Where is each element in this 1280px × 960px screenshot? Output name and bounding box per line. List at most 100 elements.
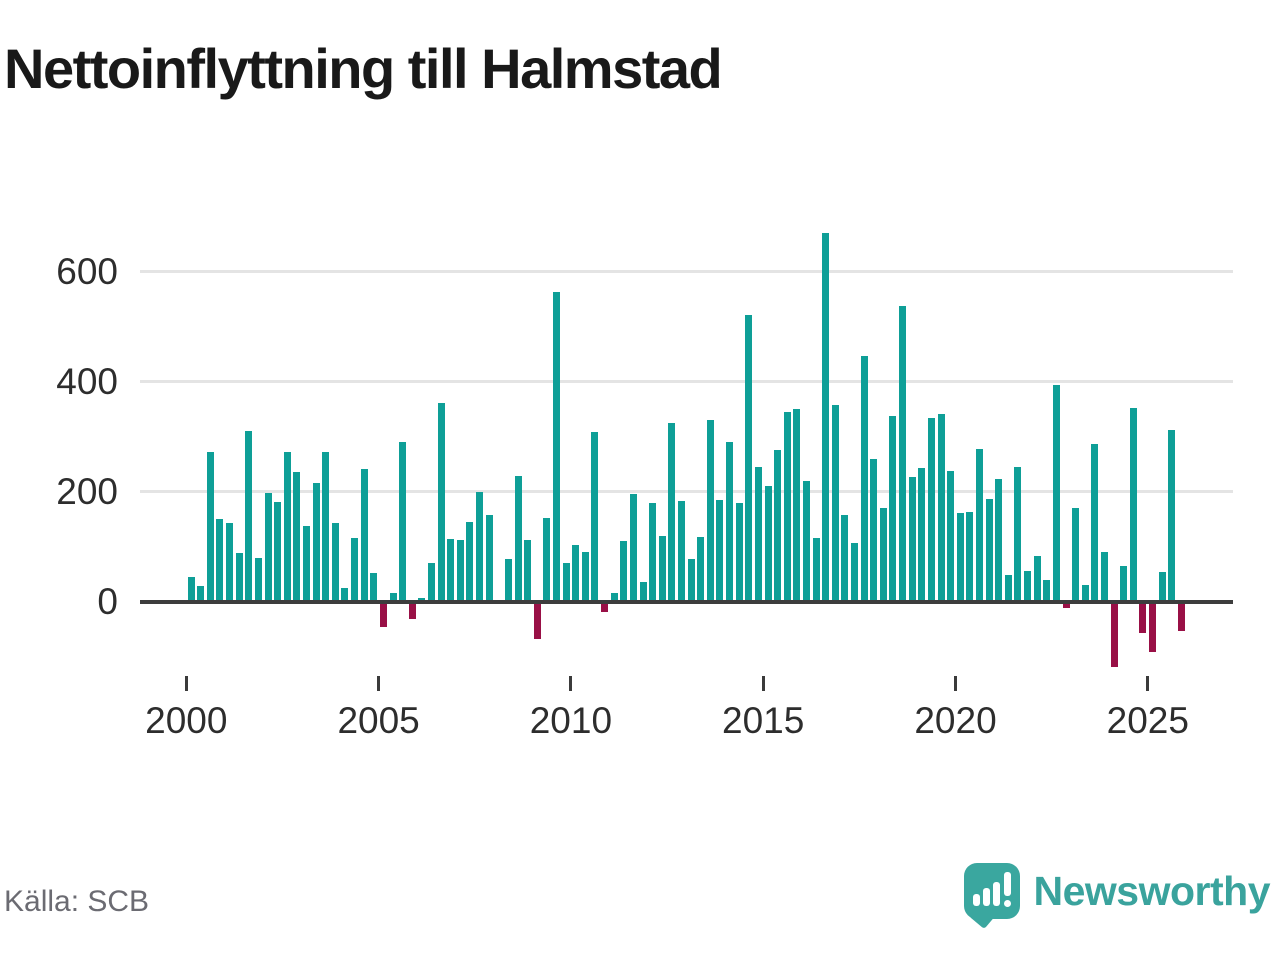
x-tick-label: 2015 [722,700,805,741]
bar [572,544,580,602]
bar [543,517,551,602]
bar [524,539,532,602]
x-tick-mark [761,676,765,691]
bar [283,451,291,602]
bar [831,404,839,602]
x-tick-mark [184,676,188,691]
bar [437,403,445,602]
bar [1081,585,1089,602]
bar [1158,571,1166,602]
bar [956,513,964,602]
x-tick-label: 2020 [914,700,997,741]
bar [370,573,378,602]
logo-exclamation-dot-icon [1003,900,1011,907]
bar [783,412,791,602]
bar [466,521,474,602]
bar [726,442,734,602]
y-tick-label: 0 [97,581,118,622]
bar [1014,466,1022,602]
y-tick-label: 200 [56,470,118,512]
bar [552,291,560,602]
bar [937,414,945,602]
bar [985,498,993,602]
bar [312,482,320,602]
gridline [140,380,1233,384]
bar [976,448,984,602]
bar [1072,508,1080,602]
bar [254,557,262,602]
logo-chart-bar-icon [972,894,980,906]
bar [995,478,1003,602]
bar [966,512,974,602]
bar [504,559,512,602]
logo-exclamation-icon [1003,872,1011,896]
bar [562,562,570,602]
bar [1091,444,1099,602]
bar [610,592,618,602]
bar [870,458,878,602]
bar [1062,602,1070,608]
bar [860,355,868,602]
source-note: Källa: SCB [4,885,150,918]
bar [293,471,301,602]
bar [360,468,368,602]
bar [1120,565,1128,602]
bar [1043,579,1051,602]
chart-title: Nettoinflyttning till Halmstad [4,37,723,100]
bar [889,416,897,602]
bar [918,467,926,602]
bar [668,423,676,602]
bar [754,466,762,602]
bar [879,508,887,602]
bar [485,515,493,602]
bar [264,493,272,602]
bar [581,552,589,602]
bar [649,502,657,602]
bar [591,432,599,602]
x-tick-label: 2000 [145,700,228,741]
bar [197,586,205,602]
bar [802,480,810,602]
plot-area: 0 200 400 600 2000 2005 2010 2015 2020 2025 [56,233,1233,741]
bar [601,602,609,613]
bar [476,492,484,602]
bar [1177,602,1185,631]
bar [1139,602,1147,634]
bar [745,314,753,602]
bar [274,501,282,602]
bar [1052,384,1060,602]
bar [1024,570,1032,602]
bar [851,543,859,602]
x-tick-mark [569,676,573,691]
bar [533,602,541,640]
x-tick-label: 2005 [337,700,420,741]
bar [1149,602,1157,652]
gridline [140,490,1233,494]
bar [1129,408,1137,602]
bar [427,563,435,602]
bar [841,515,849,602]
logo-chart-bar-icon [992,882,1000,906]
bar [735,502,743,602]
bar [899,306,907,602]
bar [389,592,397,602]
bar [226,522,234,602]
bar [677,500,685,602]
x-tick-label: 2010 [529,700,613,741]
bar [379,602,387,628]
bar [697,537,705,602]
bar [927,418,935,602]
x-tick-label: 2025 [1106,700,1189,741]
bar [687,559,695,602]
bar [206,451,214,602]
bar [456,539,464,602]
gridline [140,270,1233,274]
newsworthy-logo-icon [963,863,1020,930]
bar [235,553,243,602]
newsworthy-logo: Newsworthy [963,860,1270,930]
bar [1168,429,1176,602]
bar [514,476,522,602]
bar [822,233,830,602]
bar [1033,555,1041,602]
bar [947,470,955,602]
